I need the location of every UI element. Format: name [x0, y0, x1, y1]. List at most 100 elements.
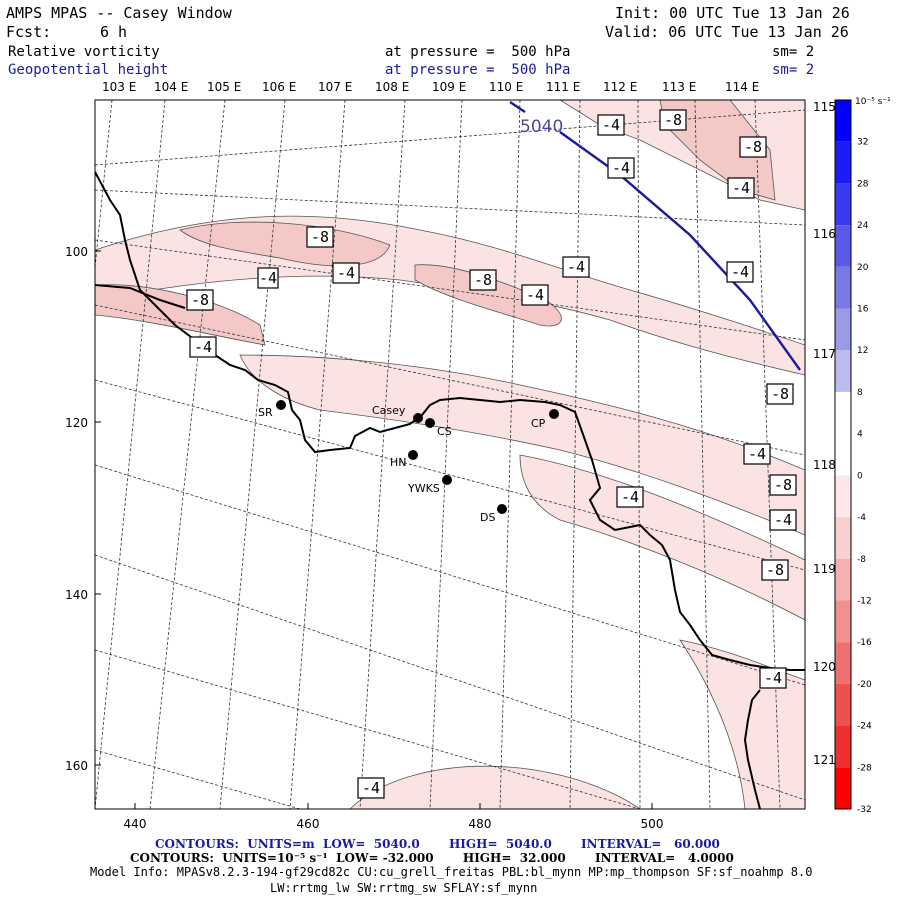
station-label: CS: [437, 425, 452, 438]
footer-vort-contours: CONTOURS: UNITS=10⁻⁵ s⁻¹ LOW= -32.000 HI…: [130, 851, 734, 865]
colorbar-label: 28: [857, 179, 869, 189]
vort-label: -4: [562, 256, 590, 278]
vort-label: -4: [769, 509, 797, 531]
colorbar-label: 4: [857, 430, 863, 440]
colorbar-swatch: [835, 391, 851, 434]
colorbar-swatch: [835, 266, 851, 309]
station-marker: [413, 413, 423, 423]
station-marker: [549, 409, 559, 419]
vort-band-middle: [239, 354, 805, 536]
vort-core-north-a: [179, 221, 391, 267]
vort-label: -8: [306, 226, 334, 248]
svg-text:-4: -4: [621, 488, 639, 506]
coastline-west-segment: [95, 284, 186, 309]
coastline-path: [95, 171, 805, 671]
footer-model-info: Model Info: MPASv8.2.3-194-gf29cd82c CU:…: [90, 865, 813, 879]
vort-label: -4: [597, 114, 625, 136]
station-label: CP: [531, 417, 546, 430]
svg-text:-4: -4: [259, 269, 277, 287]
x-tick-label: 480: [469, 817, 492, 831]
y-tick-label: 100: [65, 245, 88, 259]
valid-time: Valid: 06 UTC Tue 13 Jan 26: [605, 23, 849, 41]
station-marker: [442, 475, 452, 485]
svg-text:-4: -4: [362, 779, 380, 797]
colorbar-label: -16: [857, 638, 872, 648]
vort-label: -8: [739, 136, 767, 158]
height-label-5040: 5040: [520, 117, 563, 137]
coastline: [95, 171, 805, 809]
colorbar-label: -28: [857, 763, 872, 773]
field1-name: Relative vorticity: [8, 44, 160, 60]
lon-label: 111 E: [546, 80, 580, 94]
colorbar-label: -12: [857, 596, 872, 606]
plot-title: AMPS MPAS -- Casey Window: [6, 4, 232, 22]
x-tick-label: 460: [297, 817, 320, 831]
colorbar-frame: [834, 99, 852, 810]
svg-text:-4: -4: [732, 179, 750, 197]
height-contour-5040: [509, 101, 801, 371]
station-label: Casey: [372, 404, 406, 417]
colorbar-label: 16: [857, 305, 869, 315]
vort-label: -8: [761, 559, 789, 581]
field2-smoothing: sm= 2: [772, 62, 815, 78]
lon-label: 106 E: [262, 80, 296, 94]
vorticity-labels: -4 -8 -4 -8 -4 -8 -8 -4 -4 -4 -8 -4 -4 -…: [186, 109, 797, 799]
colorbar-label: -8: [857, 555, 866, 565]
svg-text:-8: -8: [766, 561, 784, 579]
colorbar-swatch: [835, 558, 851, 601]
colorbar-swatch: [835, 767, 851, 809]
axis-ticks: [95, 250, 653, 809]
svg-text:-8: -8: [774, 476, 792, 494]
vort-label: -8: [659, 109, 687, 131]
svg-text:-4: -4: [602, 116, 620, 134]
svg-text:-8: -8: [311, 228, 329, 246]
colorbar-swatch: [835, 350, 851, 392]
forecast-label: Fcst:: [6, 23, 52, 41]
svg-text:-4: -4: [731, 263, 749, 281]
colorbar-swatch: [835, 600, 851, 643]
vort-label: -8: [469, 269, 497, 291]
colorbar-label: 12: [857, 346, 868, 356]
colorbar-swatch: [835, 517, 851, 559]
colorbar-label: 20: [857, 263, 869, 273]
svg-text:-4: -4: [567, 258, 585, 276]
station-marker: [425, 418, 435, 428]
footer-height-contours: CONTOURS: UNITS=m LOW= 5040.0 HIGH= 5040…: [155, 837, 720, 851]
colorbar-label: -4: [857, 513, 866, 523]
field1-level: at pressure = 500 hPa: [385, 44, 571, 60]
station-marker: [408, 450, 418, 460]
svg-text:-4: -4: [194, 338, 212, 356]
coastline-south-segment: [743, 689, 761, 809]
lon-label: 103 E: [102, 80, 136, 94]
lon-label: 105 E: [207, 80, 241, 94]
svg-text:-8: -8: [771, 385, 789, 403]
vort-label: -4: [257, 267, 279, 289]
vort-core-northeast: [659, 100, 776, 201]
colorbar-swatch: [835, 141, 851, 184]
map-frame: [94, 99, 806, 810]
vort-band-west: [95, 284, 266, 346]
lon-label: 114 E: [725, 80, 759, 94]
lon-label: 112 E: [603, 80, 637, 94]
lon-label: 104 E: [154, 80, 188, 94]
colorbar-swatch: [835, 725, 851, 768]
svg-text:-4: -4: [337, 264, 355, 282]
vort-label: -8: [766, 383, 794, 405]
y-tick-label: 160: [65, 759, 88, 773]
lon-label: 110 E: [489, 80, 523, 94]
init-time: Init: 00 UTC Tue 13 Jan 26: [615, 4, 850, 22]
vort-label: -4: [607, 157, 635, 179]
svg-text:-8: -8: [474, 271, 492, 289]
graticule: [95, 100, 805, 809]
svg-text:-4: -4: [748, 445, 766, 463]
colorbar-swatch: [835, 475, 851, 518]
station-marker: [497, 504, 507, 514]
station-label: SR: [258, 406, 273, 419]
lon-labels-top: 103 E 104 E 105 E 106 E 107 E 108 E 109 …: [102, 80, 759, 94]
field1-smoothing: sm= 2: [772, 44, 815, 60]
field2-name: Geopotential height: [8, 62, 169, 78]
vort-band-bottom: [349, 765, 641, 809]
colorbar-label: 24: [857, 221, 869, 231]
vort-label: -4: [189, 336, 217, 358]
vorticity-shading: [95, 100, 805, 809]
